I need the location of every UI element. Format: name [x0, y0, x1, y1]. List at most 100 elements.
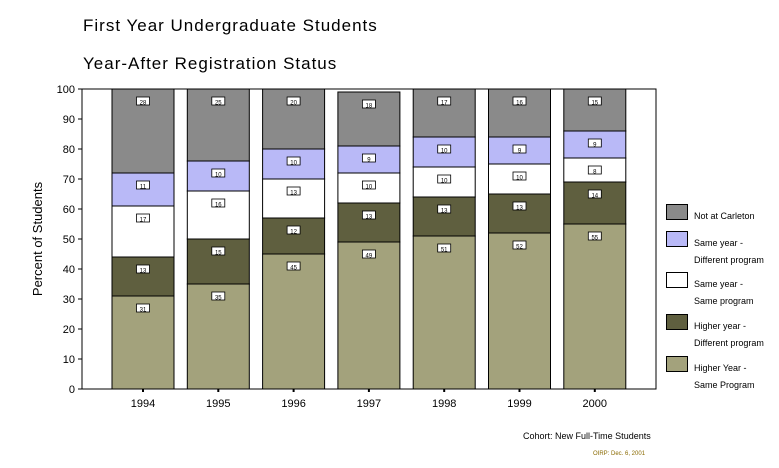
- legend-label-line2: Different program: [694, 338, 764, 348]
- bar-segment: [186, 283, 250, 390]
- data-label: 10: [516, 176, 523, 182]
- bar-segment: [488, 163, 551, 195]
- data-label: 18: [366, 104, 373, 110]
- bar-segment: [262, 217, 326, 255]
- data-label: 31: [140, 308, 147, 314]
- data-label: 13: [290, 191, 297, 197]
- data-label-box: [512, 96, 527, 106]
- x-tick-label: 1996: [281, 398, 305, 410]
- bar-segment: [488, 88, 551, 138]
- data-label-box: [587, 96, 602, 106]
- bar-segment: [337, 202, 401, 243]
- data-label-box: [136, 180, 150, 190]
- data-label: 45: [290, 266, 297, 272]
- data-label: 49: [366, 254, 373, 260]
- data-label-box: [361, 249, 376, 259]
- data-label: 8: [593, 170, 597, 176]
- y-tick-label: 50: [63, 234, 75, 246]
- data-label-box: [286, 261, 301, 271]
- y-tick-label: 0: [69, 384, 75, 396]
- y-tick-label: 40: [63, 264, 75, 276]
- bar-segment: [563, 88, 627, 132]
- data-label-box: [211, 168, 226, 178]
- data-label: 14: [591, 194, 598, 200]
- data-label-box: [512, 144, 527, 154]
- data-label-box: [361, 153, 376, 163]
- data-label-box: [587, 165, 602, 175]
- data-label: 25: [215, 101, 222, 107]
- cohort-note: Cohort: New Full-Time Students: [523, 431, 651, 441]
- bar-segment: [337, 241, 401, 390]
- bar-segment: [488, 232, 551, 390]
- data-label-box: [587, 138, 602, 148]
- data-label: 13: [516, 206, 523, 212]
- data-label: 52: [516, 245, 523, 251]
- data-label-box: [136, 303, 150, 313]
- data-label-box: [136, 213, 150, 223]
- legend-label-line2: Same Program: [694, 380, 755, 390]
- data-label-box: [286, 225, 301, 235]
- data-label: 10: [215, 173, 222, 179]
- chart-title: First Year Undergraduate Students: [83, 16, 378, 35]
- data-label-box: [512, 171, 527, 181]
- y-tick-label: 90: [63, 114, 75, 126]
- y-tick-label: 70: [63, 174, 75, 186]
- data-label-box: [361, 210, 376, 220]
- legend-swatch: [666, 272, 688, 288]
- y-tick-label: 60: [63, 204, 75, 216]
- data-label: 20: [290, 101, 297, 107]
- y-tick-label: 20: [63, 324, 75, 336]
- x-tick-label: 1998: [432, 398, 456, 410]
- data-label-box: [587, 231, 602, 241]
- bar-segment: [111, 256, 175, 297]
- data-label: 11: [140, 185, 147, 191]
- y-tick-label: 80: [63, 144, 75, 156]
- data-label-box: [286, 186, 301, 196]
- legend-label-line1: Higher Year -: [694, 363, 747, 373]
- data-label-box: [136, 96, 150, 106]
- x-tick-label: 1997: [357, 398, 381, 410]
- legend-label-line1: Same year -: [694, 238, 744, 248]
- data-label: 16: [215, 203, 222, 209]
- y-tick-label: 100: [57, 84, 75, 96]
- data-label: 51: [441, 248, 448, 254]
- data-label: 13: [366, 215, 373, 221]
- legend-label-line2: Same program: [694, 296, 754, 306]
- data-label-box: [361, 99, 376, 109]
- bar-segment: [412, 196, 476, 237]
- bar-segment: [262, 178, 326, 219]
- data-label: 17: [441, 101, 448, 107]
- data-label-box: [437, 174, 452, 184]
- data-label: 16: [516, 101, 523, 107]
- data-label-box: [211, 198, 226, 208]
- chart-subtitle: Year-After Registration Status: [83, 54, 338, 73]
- bar-segment: [563, 181, 627, 225]
- data-label: 17: [140, 218, 147, 224]
- x-tick-label: 1999: [507, 398, 531, 410]
- bar-segment: [262, 148, 326, 180]
- bar-segment: [412, 235, 476, 390]
- bar-segment: [186, 238, 250, 285]
- x-tick-label: 1995: [206, 398, 230, 410]
- data-label-box: [286, 96, 301, 106]
- x-tick-label: 2000: [583, 398, 607, 410]
- data-label-box: [211, 246, 226, 256]
- data-label-box: [211, 291, 226, 301]
- data-label: 10: [441, 149, 448, 155]
- data-label: 12: [290, 230, 297, 236]
- data-label-box: [361, 180, 376, 190]
- data-label: 13: [441, 209, 448, 215]
- legend-swatch: [666, 231, 688, 247]
- data-label-box: [286, 156, 301, 166]
- legend-label-line2: Different program: [694, 255, 764, 265]
- oirp-note: OIRP: Dec. 6, 2001: [593, 451, 646, 457]
- legend-swatch: [666, 314, 688, 330]
- data-label: 10: [441, 179, 448, 185]
- bar-segment: [563, 223, 627, 390]
- data-label-box: [437, 204, 452, 214]
- x-tick-label: 1994: [131, 398, 155, 410]
- data-label: 55: [591, 236, 598, 242]
- y-tick-label: 30: [63, 294, 75, 306]
- legend-label-line1: Not at Carleton: [694, 211, 755, 221]
